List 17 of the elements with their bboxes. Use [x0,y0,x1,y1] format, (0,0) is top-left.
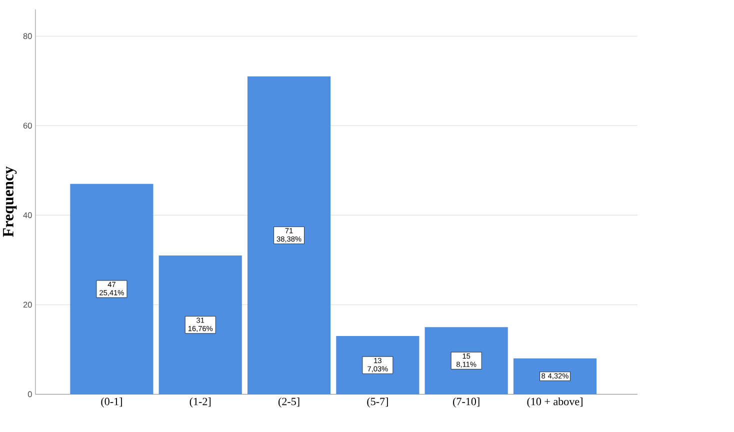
y-tick-label: 20 [23,302,32,308]
x-tick-label: (7-10] [453,397,480,408]
bar [158,255,242,394]
x-tick-label: (1-2] [190,397,211,408]
x-tick-label: (0-1] [101,397,122,408]
bar [424,327,508,394]
x-tick-label: (5-7] [367,397,388,408]
y-tick-label: 0 [28,391,32,398]
y-tick-label: 60 [23,122,32,129]
bar [70,184,154,394]
y-axis-title: Frequency [3,166,17,237]
x-tick-label: (10 + above] [527,397,582,408]
bar [247,76,331,394]
bar [513,358,597,394]
x-tick-label: (2-5] [278,397,300,408]
y-tick-label: 40 [23,212,32,218]
y-tick-label: 80 [23,33,32,39]
